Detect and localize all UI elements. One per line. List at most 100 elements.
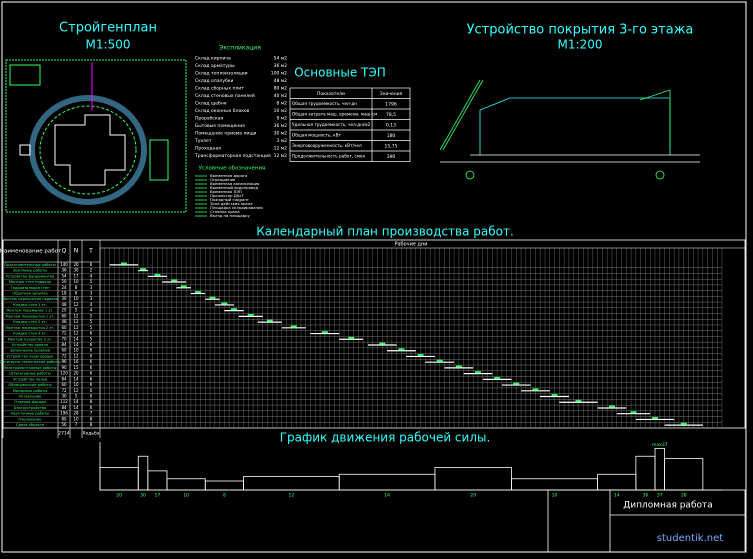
- work-q: 60: [61, 382, 67, 387]
- work-t: 3: [90, 290, 93, 295]
- work-n: 15: [73, 365, 79, 370]
- work-q: 80: [61, 416, 67, 421]
- explication-item: Склад стеновых панелей: [195, 92, 255, 99]
- labor-value: 20: [470, 493, 476, 499]
- work-q: 60: [61, 313, 67, 318]
- frame: [1, 1, 747, 553]
- work-q: 18: [61, 290, 67, 295]
- work-n: 5: [75, 308, 78, 313]
- gantt-tag: [230, 308, 237, 311]
- work-q: 60: [61, 348, 67, 353]
- work-name: Устройство фундаментов: [6, 274, 55, 278]
- work-n: 5: [75, 394, 78, 399]
- gantt-tag: [171, 279, 178, 282]
- elevation-scale: М1:200: [558, 38, 603, 52]
- labor-value: 37: [657, 493, 663, 499]
- legend-item: Временная дорога: [210, 173, 247, 178]
- explication-item: Склад кирпича: [195, 56, 231, 62]
- gantt-tag: [195, 291, 202, 294]
- work-name: Кладка стен 2 эт.: [13, 320, 46, 324]
- legend-title: Условные обозначения: [199, 166, 266, 172]
- work-name: Монтаж покрытия 3 эт.: [8, 337, 53, 341]
- work-name: Монтаж перекрытия подвала: [2, 297, 58, 301]
- tep-value: 390: [387, 154, 396, 160]
- explication-area: 3 м2: [276, 138, 287, 144]
- work-t: 6: [90, 353, 93, 358]
- work-name: Благоустройство: [14, 406, 46, 410]
- work-t: 6: [90, 388, 93, 393]
- explication-item: Склад теплоизоляции: [195, 71, 248, 77]
- work-name: Заполнение проемов: [10, 349, 50, 353]
- tep-value: 0,13: [386, 122, 396, 128]
- work-q: 30: [61, 296, 67, 301]
- work-n: 10: [73, 416, 79, 421]
- gantt-tag: [221, 302, 228, 305]
- gantt-tag: [436, 359, 443, 362]
- gantt-tag: [140, 268, 147, 271]
- work-q: 84: [61, 342, 67, 347]
- gantt-tag: [532, 388, 539, 391]
- legend-item: Временная канализация: [210, 181, 259, 186]
- labor-step: [664, 458, 704, 491]
- work-n: 14: [73, 405, 79, 410]
- work-name: Монтаж перекрытия 2 эт.: [5, 326, 54, 330]
- explication-area: 30 м2: [274, 131, 288, 137]
- calendar-title: Календарный план производства работ.: [256, 225, 514, 239]
- work-t: 7: [90, 411, 93, 416]
- labor-value: 17: [155, 493, 161, 499]
- explication-item: Трансформаторная подстанция: [194, 153, 271, 159]
- gantt-tag: [321, 331, 328, 334]
- tep-name: Энерговооруженность, кВт/чел: [292, 143, 362, 148]
- tep-name: Общая мощность, кВт: [292, 132, 341, 137]
- labor-value: 30: [643, 493, 649, 499]
- work-t: 6: [90, 359, 93, 364]
- gantt-tag: [630, 411, 637, 414]
- tep-name: Удельная трудоемкость, чел-дн/м2: [292, 122, 370, 127]
- legend-item: Прожектор ДКсТ: [210, 193, 245, 198]
- work-q: 70: [61, 336, 67, 341]
- gantt-tag: [608, 405, 615, 408]
- tep-value: 180: [387, 133, 396, 139]
- work-n: 28: [73, 411, 79, 416]
- work-n: 12: [73, 331, 79, 336]
- work-t: 6: [90, 262, 93, 267]
- work-q: 54: [61, 273, 67, 278]
- work-q: 90: [61, 365, 67, 370]
- labor-step: [147, 470, 168, 491]
- explication-item: Проходная: [195, 146, 221, 152]
- explication-area: 36 м2: [274, 63, 288, 69]
- work-name: Монтаж стен подвала: [9, 280, 51, 284]
- explication-item: Помещение приема пищи: [195, 131, 257, 137]
- work-t: 2: [90, 268, 93, 273]
- work-n: 8: [75, 285, 78, 290]
- work-t: 4: [90, 273, 93, 278]
- work-t: 6: [90, 376, 93, 381]
- explication-area: 12 м2: [274, 146, 288, 152]
- work-q: 96: [61, 359, 67, 364]
- calendar-total-unit: Ходьба: [82, 431, 99, 437]
- explication-item: Склад арматуры: [195, 63, 235, 69]
- legend-item: Пожарный гидрант: [210, 197, 250, 202]
- timeline-label: Рабочие дни: [394, 242, 427, 248]
- work-n: 12: [73, 319, 79, 324]
- explication-item: Склад сборных плит: [195, 86, 244, 92]
- work-q: 72: [61, 388, 67, 393]
- work-q: 72: [61, 331, 67, 336]
- tep-name: Общая затрата маш. времени, маш-см: [292, 111, 377, 116]
- labor-value: 10: [183, 493, 189, 499]
- calendar-head: T: [88, 248, 93, 255]
- gantt-tag: [680, 422, 687, 425]
- labor-value: 28: [681, 493, 687, 499]
- legend-item: Зона действия крана: [210, 201, 253, 206]
- work-name: Земляные работы: [13, 269, 47, 273]
- work-t: 5: [90, 336, 93, 341]
- work-name: Сдача объекта: [16, 423, 44, 427]
- tep-head: Показатели: [317, 91, 345, 97]
- work-name: Озеленение: [19, 417, 43, 421]
- labor-step: [243, 476, 340, 491]
- gantt-tag: [154, 273, 161, 276]
- gantt-tag: [575, 399, 582, 402]
- labor-step: [137, 455, 149, 491]
- work-q: 72: [61, 353, 67, 358]
